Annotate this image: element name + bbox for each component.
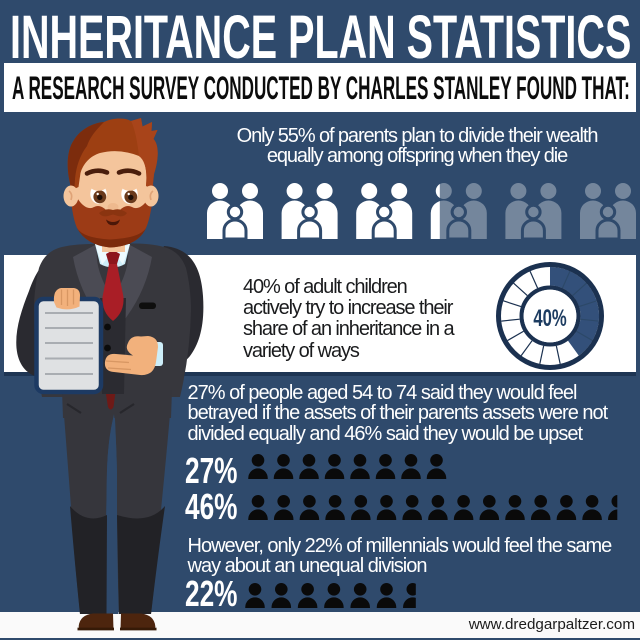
svg-text:40%: 40%: [533, 304, 567, 331]
